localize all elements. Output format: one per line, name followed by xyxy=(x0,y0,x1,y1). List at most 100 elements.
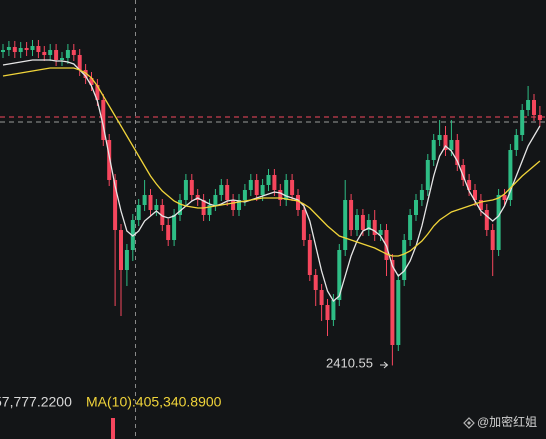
candle-body xyxy=(343,200,348,250)
candle-body xyxy=(278,190,283,200)
candle-body xyxy=(455,140,460,165)
ma-line xyxy=(2,67,541,257)
candle-body xyxy=(136,205,141,220)
candle-body xyxy=(242,190,247,200)
candle-body xyxy=(95,85,100,100)
candle-body xyxy=(154,205,159,210)
candle-body xyxy=(502,195,507,200)
candle-body xyxy=(219,185,224,195)
volume-ma: MA(10):405,340.8900 xyxy=(86,394,222,410)
candle-body xyxy=(461,165,466,180)
candle-body xyxy=(431,140,436,160)
candle-body xyxy=(12,47,17,52)
candle-body xyxy=(390,260,395,345)
candle-body xyxy=(130,220,135,250)
candle-body xyxy=(189,180,194,195)
candle-body xyxy=(18,48,23,52)
plot-area xyxy=(0,40,546,366)
candle-body xyxy=(48,50,53,55)
candle-body xyxy=(467,180,472,190)
candle-body xyxy=(414,200,418,215)
candle-body xyxy=(337,250,342,300)
candle-body xyxy=(366,220,371,230)
arrow-head xyxy=(383,361,389,369)
candle-body xyxy=(396,280,401,345)
candle-body xyxy=(237,200,241,210)
candle-body xyxy=(443,135,448,150)
candle-body xyxy=(65,50,70,58)
candle-body xyxy=(36,46,41,52)
volume-value: 57,777.2200 xyxy=(0,394,72,410)
candle-body xyxy=(107,140,112,180)
candle-body xyxy=(207,205,212,215)
candle-body xyxy=(6,47,11,50)
candle-body xyxy=(331,300,336,320)
candle-body xyxy=(360,215,365,230)
candle-body xyxy=(473,190,477,200)
candle-body xyxy=(514,135,519,150)
candle-body xyxy=(119,230,123,270)
candle-body xyxy=(1,50,5,52)
candle-body xyxy=(148,195,153,210)
candle-body xyxy=(231,200,236,210)
candle-body xyxy=(378,230,383,235)
icon-diamond xyxy=(463,417,475,429)
candle-body xyxy=(490,230,495,250)
candle-body xyxy=(319,290,324,305)
candle-body xyxy=(296,195,300,210)
candle-body xyxy=(101,100,106,140)
candle-body xyxy=(54,50,59,60)
candle-body xyxy=(349,200,354,230)
candle-body xyxy=(355,215,359,230)
candle-body xyxy=(71,50,76,55)
candle-body xyxy=(307,240,312,275)
candle-body xyxy=(372,220,377,235)
candle-body xyxy=(478,200,483,210)
candle-body xyxy=(437,135,442,140)
candle-body xyxy=(284,180,289,200)
candle-body xyxy=(496,195,501,250)
candle-body xyxy=(419,190,424,200)
volume-bar xyxy=(111,418,115,439)
candle-body xyxy=(484,210,489,230)
candle-body xyxy=(313,275,318,290)
candle-body xyxy=(260,185,265,195)
candle-body xyxy=(213,195,218,205)
candle-body xyxy=(532,100,536,115)
ma-line xyxy=(2,59,541,302)
candle-body xyxy=(89,78,94,85)
candle-body xyxy=(408,215,413,240)
candle-body xyxy=(160,205,165,225)
candle-body xyxy=(124,250,129,270)
candle-body xyxy=(178,200,182,215)
candle-body xyxy=(325,305,330,320)
candle-body xyxy=(520,110,525,135)
candle-body xyxy=(77,55,82,70)
candle-body xyxy=(183,180,188,200)
candle-body xyxy=(248,180,253,190)
candle-body xyxy=(172,215,177,240)
candle-body xyxy=(402,240,407,280)
candle-body xyxy=(166,225,171,240)
watermark: @加密红姐 xyxy=(477,414,537,429)
candle-body xyxy=(449,140,454,150)
candle-body xyxy=(24,48,29,50)
candle-body xyxy=(142,195,147,205)
candle-body xyxy=(83,70,88,78)
candle-body xyxy=(272,175,277,190)
candle-body xyxy=(42,52,47,55)
candle-body xyxy=(60,58,64,60)
candle-body xyxy=(113,180,118,230)
candle-body xyxy=(508,150,513,200)
candle-body xyxy=(225,185,230,200)
candle-body xyxy=(266,175,271,185)
watermark-icon xyxy=(463,417,475,429)
candle-body xyxy=(30,46,35,50)
low-arrow xyxy=(380,361,389,369)
icon-core xyxy=(467,421,471,425)
candle-body xyxy=(301,210,306,240)
candle-body xyxy=(254,180,259,195)
candle-body xyxy=(537,115,542,120)
